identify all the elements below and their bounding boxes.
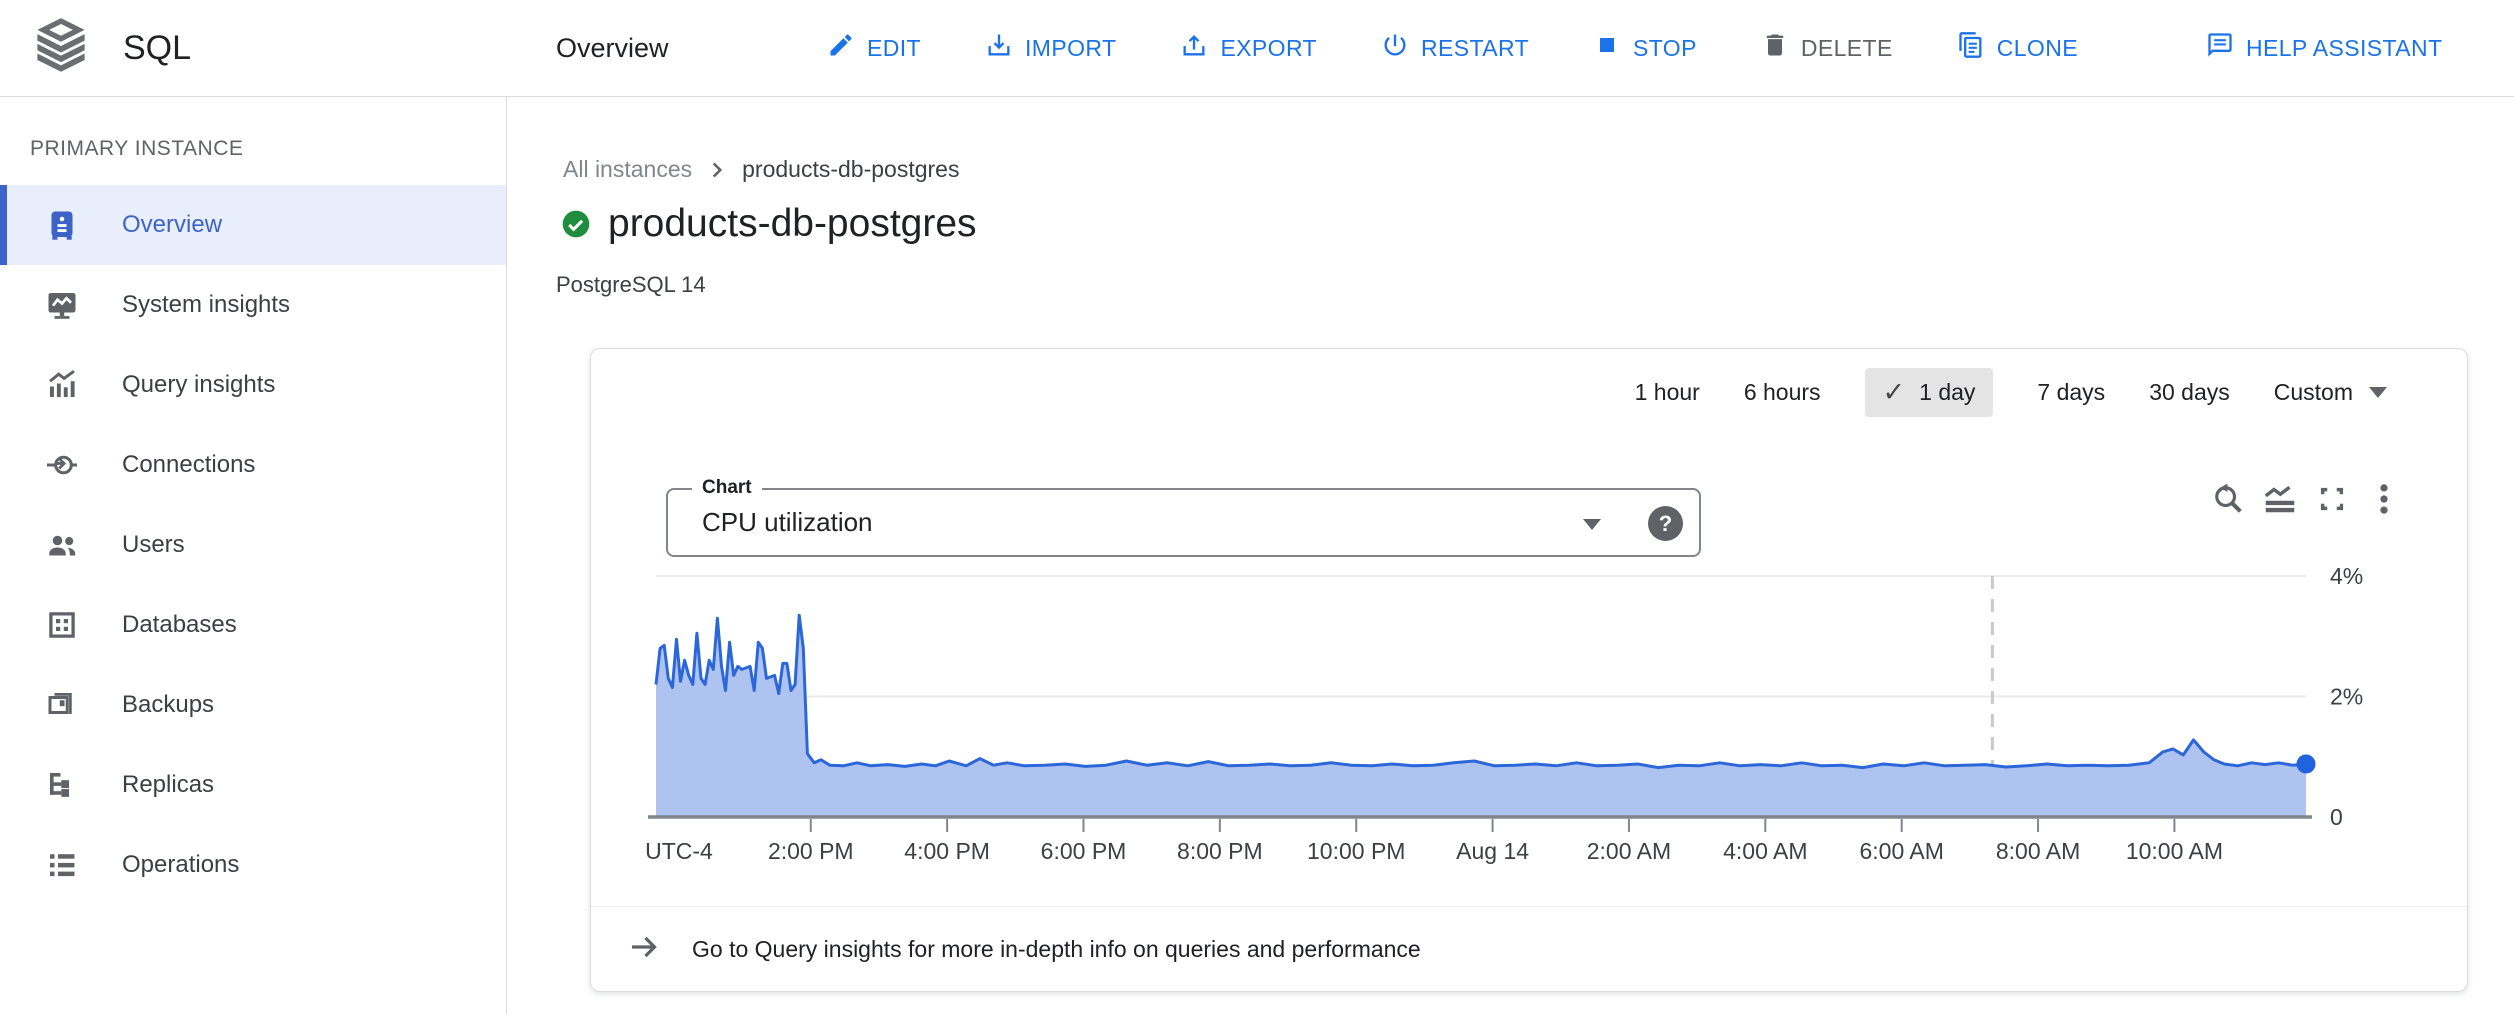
svg-text:6:00 PM: 6:00 PM xyxy=(1041,838,1127,864)
replicas-icon xyxy=(44,767,80,803)
edit-icon xyxy=(827,31,855,65)
edit-button[interactable]: EDIT xyxy=(827,31,921,65)
metrics-card: 1 hour 6 hours ✓ 1 day 7 days 30 days Cu… xyxy=(590,348,2468,992)
users-icon xyxy=(44,527,80,563)
zoom-reset-icon[interactable] xyxy=(2209,480,2247,518)
instance-version: PostgreSQL 14 xyxy=(556,272,706,297)
sidebar-item-connections[interactable]: Connections xyxy=(0,425,506,505)
range-1-day-selected[interactable]: ✓ 1 day xyxy=(1864,368,1994,417)
status-running-check-icon xyxy=(560,208,592,240)
range-custom[interactable]: Custom xyxy=(2274,379,2387,406)
databases-icon xyxy=(44,607,80,643)
stop-button[interactable]: STOP xyxy=(1593,31,1697,65)
svg-text:10:00 AM: 10:00 AM xyxy=(2126,838,2223,864)
chart-toolbar xyxy=(2209,480,2403,518)
svg-text:2%: 2% xyxy=(2330,684,2363,710)
svg-text:Aug 14: Aug 14 xyxy=(1456,838,1529,864)
svg-text:8:00 PM: 8:00 PM xyxy=(1177,838,1263,864)
instance-title-row: products-db-postgres xyxy=(560,202,977,246)
chevron-right-icon xyxy=(704,157,730,183)
more-options-icon[interactable] xyxy=(2365,480,2403,518)
svg-text:2:00 AM: 2:00 AM xyxy=(1587,838,1671,864)
chart-metric-select[interactable]: Chart CPU utilization ? xyxy=(666,477,1701,557)
sidebar-item-backups[interactable]: Backups xyxy=(0,665,506,745)
svg-text:UTC-4: UTC-4 xyxy=(645,838,713,864)
import-icon xyxy=(985,31,1013,65)
toolbar: EDIT IMPORT EXPORT RESTART STOP DELETE xyxy=(827,0,2442,96)
restart-icon xyxy=(1381,31,1409,65)
overview-icon xyxy=(44,207,80,243)
sidebar-item-databases[interactable]: Databases xyxy=(0,585,506,665)
svg-text:10:00 PM: 10:00 PM xyxy=(1307,838,1405,864)
query-insights-link[interactable]: Go to Query insights for more in-depth i… xyxy=(626,907,2467,991)
svg-text:2:00 PM: 2:00 PM xyxy=(768,838,854,864)
app-header: SQL Overview EDIT IMPORT EXPORT RESTART xyxy=(0,0,2514,97)
chart-select-value: CPU utilization xyxy=(702,507,873,537)
app-title: SQL xyxy=(123,28,192,67)
clone-button[interactable]: CLONE xyxy=(1957,31,2078,65)
sidebar-nav: Overview System insights Query insights … xyxy=(0,185,506,905)
operations-icon xyxy=(44,847,80,883)
sidebar-item-operations[interactable]: Operations xyxy=(0,825,506,905)
sidebar-item-overview[interactable]: Overview xyxy=(0,185,506,265)
breadcrumb-all-instances-link[interactable]: All instances xyxy=(563,156,693,182)
svg-text:0: 0 xyxy=(2330,804,2343,830)
stop-icon xyxy=(1593,31,1621,65)
sql-logo-icon xyxy=(35,17,87,80)
svg-text:8:00 AM: 8:00 AM xyxy=(1996,838,2080,864)
fullscreen-icon[interactable] xyxy=(2313,480,2351,518)
range-7-days[interactable]: 7 days xyxy=(2037,379,2106,405)
metric-help-icon[interactable]: ? xyxy=(1648,506,1683,541)
delete-icon xyxy=(1761,31,1789,65)
sql-home-link[interactable]: SQL xyxy=(35,0,191,96)
chart-select-label: Chart xyxy=(692,477,762,499)
system-insights-icon xyxy=(44,287,80,323)
sidebar-item-replicas[interactable]: Replicas xyxy=(0,745,506,825)
import-button[interactable]: IMPORT xyxy=(985,31,1116,65)
time-range-bar: 1 hour 6 hours ✓ 1 day 7 days 30 days Cu… xyxy=(1635,368,2387,417)
breadcrumb-current: products-db-postgres xyxy=(742,156,960,182)
sidebar-item-query-insights[interactable]: Query insights xyxy=(0,345,506,425)
range-30-days[interactable]: 30 days xyxy=(2149,379,2230,405)
restart-button[interactable]: RESTART xyxy=(1381,31,1529,65)
area-chart-type-icon[interactable] xyxy=(2261,480,2299,518)
sidebar-item-system-insights[interactable]: System insights xyxy=(0,265,506,345)
query-insights-icon xyxy=(44,367,80,403)
svg-text:4:00 PM: 4:00 PM xyxy=(904,838,990,864)
svg-text:4%: 4% xyxy=(2330,563,2363,589)
help-assistant-icon xyxy=(2206,31,2234,65)
connections-icon xyxy=(44,447,80,483)
page-title: Overview xyxy=(556,32,669,63)
sidebar: PRIMARY INSTANCE Overview System insight… xyxy=(0,97,507,1014)
export-button[interactable]: EXPORT xyxy=(1180,31,1317,65)
backups-icon xyxy=(44,687,80,723)
card-divider xyxy=(591,906,2467,907)
instance-name: products-db-postgres xyxy=(608,202,977,245)
check-icon: ✓ xyxy=(1882,377,1906,407)
range-1-hour[interactable]: 1 hour xyxy=(1634,379,1700,405)
sidebar-item-users[interactable]: Users xyxy=(0,505,506,585)
cpu-utilization-chart: 2:00 PM 4:00 PM 6:00 PM 8:00 PM 10:00 PM Aug … xyxy=(645,563,2363,864)
delete-button[interactable]: DELETE xyxy=(1761,31,1893,65)
svg-text:4:00 AM: 4:00 AM xyxy=(1723,838,1807,864)
clone-icon xyxy=(1957,31,1985,65)
arrow-right-icon xyxy=(626,929,662,970)
breadcrumb: All instances products-db-postgres xyxy=(563,156,959,183)
select-arrow-icon xyxy=(1583,519,1601,530)
chevron-down-icon xyxy=(2369,387,2387,398)
help-assistant-button[interactable]: HELP ASSISTANT xyxy=(2206,31,2442,65)
range-6-hours[interactable]: 6 hours xyxy=(1743,379,1821,405)
sidebar-section-label: PRIMARY INSTANCE xyxy=(30,137,244,160)
svg-text:6:00 AM: 6:00 AM xyxy=(1859,838,1943,864)
export-icon xyxy=(1180,31,1208,65)
